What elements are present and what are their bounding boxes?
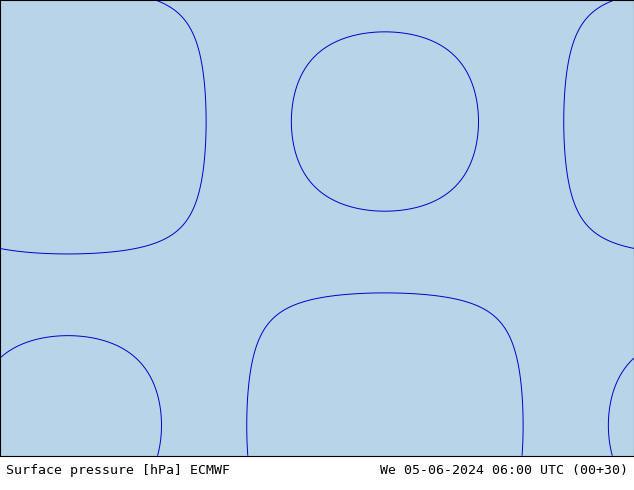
Text: Surface pressure [hPa] ECMWF: Surface pressure [hPa] ECMWF <box>6 464 230 477</box>
Text: We 05-06-2024 06:00 UTC (00+30): We 05-06-2024 06:00 UTC (00+30) <box>380 464 628 477</box>
